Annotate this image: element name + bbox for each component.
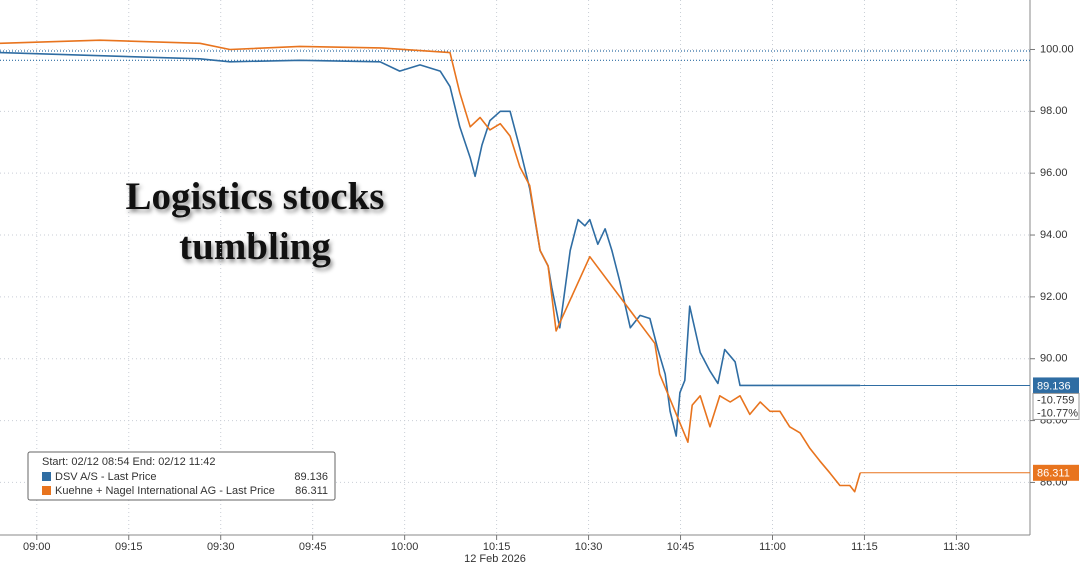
y-tick-label: 92.00 xyxy=(1040,291,1068,303)
x-tick-label: 09:30 xyxy=(207,541,235,553)
x-tick-label: 11:30 xyxy=(943,541,970,553)
chart-title: tumbling xyxy=(179,225,331,268)
x-tick-label: 09:45 xyxy=(299,541,327,553)
y-tick-label: 96.00 xyxy=(1040,167,1068,179)
x-tick-label: 10:30 xyxy=(575,541,603,553)
change-pct-label: -10.77% xyxy=(1037,407,1078,419)
legend-label: DSV A/S - Last Price xyxy=(55,471,156,483)
x-tick-label: 11:00 xyxy=(759,541,786,553)
legend-value: 86.311 xyxy=(295,485,328,497)
y-tick-label: 98.00 xyxy=(1040,105,1068,117)
x-tick-label: 11:15 xyxy=(851,541,878,553)
last-price-tag xyxy=(1033,464,1079,481)
chart-title: Logistics stocks xyxy=(126,175,385,218)
legend-swatch xyxy=(42,472,51,481)
legend-swatch xyxy=(42,486,51,495)
change-box xyxy=(1032,392,1080,420)
x-tick-label: 09:15 xyxy=(115,541,143,553)
x-tick-label: 10:00 xyxy=(391,541,419,553)
y-tick-label: 100.00 xyxy=(1040,43,1074,55)
last-price-label: 89.136 xyxy=(1037,380,1071,392)
legend-label: Kuehne + Nagel International AG - Last P… xyxy=(55,485,275,497)
x-tick-label: 10:15 xyxy=(483,541,511,553)
series-line xyxy=(0,39,861,493)
legend-value: 89.136 xyxy=(294,471,328,483)
date-label: 12 Feb 2026 xyxy=(464,553,526,565)
x-tick-label: 10:45 xyxy=(667,541,695,553)
series-line xyxy=(0,51,861,437)
x-tick-label: 09:00 xyxy=(23,541,51,553)
last-price-tag xyxy=(1033,377,1079,394)
legend-box xyxy=(27,451,336,501)
y-tick-label: 90.00 xyxy=(1040,353,1068,365)
legend: Start: 02/12 08:54 End: 02/12 11:42 DSV A… xyxy=(27,451,336,501)
legend-range: Start: 02/12 08:54 End: 02/12 11:42 xyxy=(42,456,216,468)
y-tick-label: 94.00 xyxy=(1040,229,1068,241)
last-price-label: 86.311 xyxy=(1037,468,1070,480)
change-label: -10.759 xyxy=(1037,394,1074,406)
